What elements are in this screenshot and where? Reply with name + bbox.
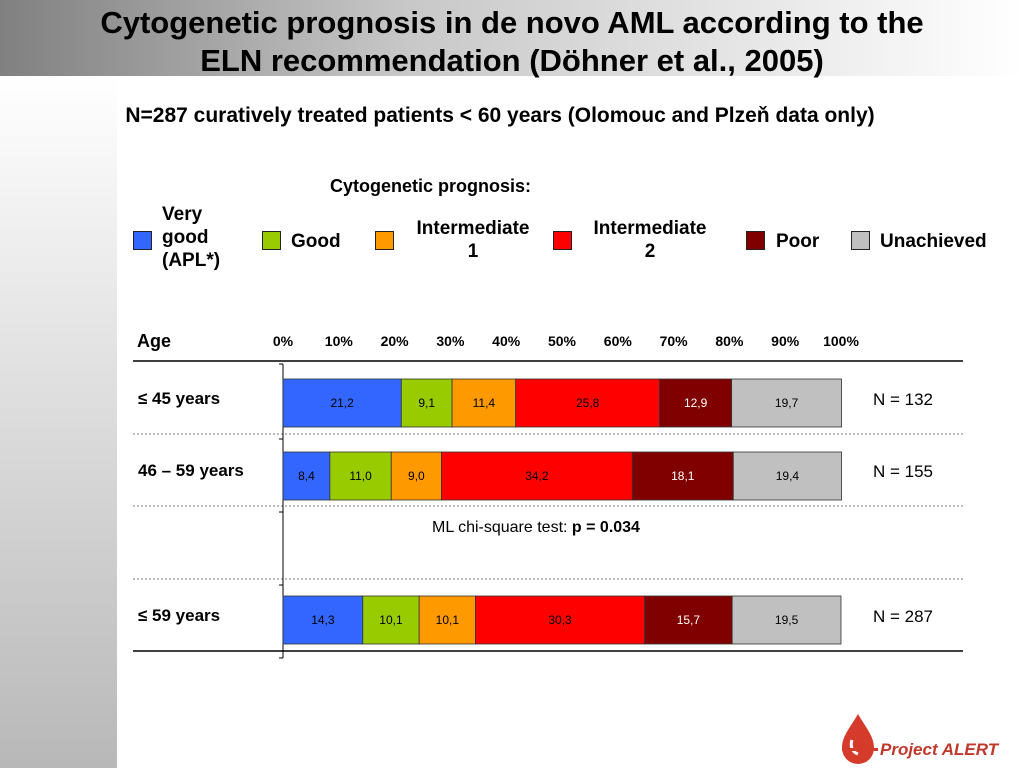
left-gradient-strip	[0, 76, 117, 768]
x-tick-label: 70%	[659, 333, 688, 349]
legend-label-very-good-line2: good	[162, 227, 209, 248]
legend-label-good: Good	[291, 231, 341, 252]
x-tick-label: 10%	[324, 333, 353, 349]
bar-segment	[282, 378, 402, 428]
x-tick-label: 0%	[272, 333, 294, 349]
bar-segment	[282, 451, 331, 501]
bar-segment	[390, 451, 442, 501]
bar-data-label: 11,4	[473, 396, 496, 410]
chi-square-annotation: ML chi-square test: p = 0.034	[432, 519, 640, 537]
legend-label-intermediate-2-line1: Intermediate	[593, 218, 707, 239]
row-label-le59: ≤ 59 years	[138, 606, 221, 625]
legend-title: Cytogenetic prognosis:	[330, 176, 532, 196]
x-tick-label: 50%	[547, 333, 577, 349]
row-label-46-59: 46 – 59 years	[138, 461, 244, 480]
x-tick-label: 100%	[823, 333, 859, 349]
chi-square-prefix: ML chi-square test:	[432, 519, 572, 536]
legend-label-poor: Poor	[776, 231, 820, 252]
logo-text: Project ALERT	[880, 740, 999, 759]
x-tick-label: 90%	[771, 333, 800, 349]
legend-swatch-intermediate-2	[553, 231, 572, 250]
bar-data-label: 21,2	[330, 396, 354, 410]
bar-data-label: 14,3	[311, 613, 335, 627]
project-alert-logo-drop-icon	[842, 714, 878, 764]
legend-label-intermediate-1-line1: Intermediate	[416, 218, 530, 239]
bar-segment	[659, 378, 733, 428]
title-line-1: Cytogenetic prognosis in de novo AML acc…	[100, 5, 924, 40]
bar-data-label: 19,4	[776, 469, 800, 483]
legend-label-intermediate-2-line2: 2	[644, 241, 656, 262]
bar-data-label: 25,8	[576, 396, 600, 410]
bar-data-label: 10,1	[379, 613, 403, 627]
bar-segment	[731, 378, 842, 428]
bar-segment	[418, 595, 476, 645]
bar-segment	[732, 451, 842, 501]
bar-data-label: 11,0	[349, 469, 372, 483]
legend-swatch-poor	[746, 231, 765, 250]
bar-segment	[400, 378, 453, 428]
x-tick-label: 30%	[436, 333, 465, 349]
legend-label-very-good: Very good (APL*)	[162, 203, 220, 272]
bar-data-label: 10,1	[436, 613, 460, 627]
bar-data-label: 34,2	[525, 469, 549, 483]
age-header: Age	[137, 331, 172, 351]
legend-label-intermediate-1: Intermediate 1	[403, 217, 543, 263]
legend-swatch-intermediate-1	[375, 231, 394, 250]
n-label-le45: N = 132	[873, 390, 934, 409]
bar-segment	[441, 451, 633, 501]
slide-title: Cytogenetic prognosis in de novo AML acc…	[0, 4, 1024, 80]
bar-data-label: 9,1	[418, 396, 435, 410]
p-value: p = 0.034	[571, 519, 640, 536]
legend-swatch-very-good	[133, 231, 152, 250]
legend-swatch-unachieved	[851, 231, 870, 250]
legend-label-unachieved: Unachieved	[880, 231, 987, 252]
chart-bars: 21,2 9,1 11,4 25,8 12,9 19,7 8,4 11,0 9,0 34,2 18,…	[282, 378, 842, 645]
bar-data-label: 8,4	[298, 469, 315, 483]
legend-label-very-good-line3: (APL*)	[162, 250, 221, 271]
legend-swatch-good	[262, 231, 281, 250]
x-tick-label: 60%	[603, 333, 632, 349]
bar-data-label: 9,0	[408, 469, 425, 483]
slide-subtitle: N=287 curatively treated patients < 60 y…	[125, 104, 875, 127]
x-tick-label: 40%	[492, 333, 521, 349]
bar-segment	[515, 378, 661, 428]
legend-label-intermediate-1-line2: 1	[467, 241, 479, 262]
bar-data-label: 30,3	[548, 613, 572, 627]
bar-data-label: 18,1	[671, 469, 695, 483]
row-label-le45: ≤ 45 years	[138, 389, 221, 408]
n-label-le59: N = 287	[873, 607, 934, 626]
bar-segment	[329, 451, 392, 501]
x-tick-label: 80%	[715, 333, 744, 349]
bar-data-label: 12,9	[684, 396, 708, 410]
x-tick-label: 20%	[380, 333, 409, 349]
legend-label-very-good-line1: Very	[162, 204, 203, 225]
bar-segment	[451, 378, 517, 428]
title-line-2: ELN recommendation (Döhner et al., 2005)	[200, 43, 824, 78]
bar-segment	[731, 595, 842, 645]
bar-data-label: 15,7	[677, 613, 701, 627]
bar-segment	[475, 595, 645, 645]
legend-label-intermediate-2: Intermediate 2	[580, 217, 720, 263]
n-label-46-59: N = 155	[873, 462, 934, 481]
bar-data-label: 19,5	[775, 613, 799, 627]
bar-segment	[362, 595, 420, 645]
bar-data-label: 19,7	[775, 396, 799, 410]
